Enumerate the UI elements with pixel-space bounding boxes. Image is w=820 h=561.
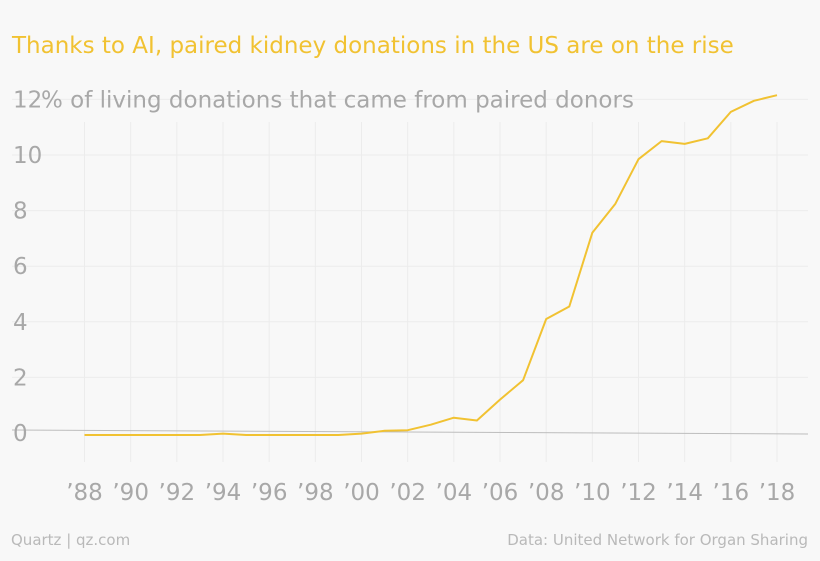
x-tick-label: ’08 bbox=[528, 480, 565, 506]
x-tick-label: ’06 bbox=[482, 480, 519, 506]
x-tick-label: ’18 bbox=[759, 480, 796, 506]
x-tick-label: ’92 bbox=[159, 480, 196, 506]
x-axis-ticks: ’88 ’90 ’92 ’94 ’96 ’98 ’00 ’02 ’04 ’06 ’08 ’10 ’12 ’… bbox=[66, 480, 795, 506]
credit-footer: Quartz | qz.com bbox=[11, 531, 131, 549]
x-tick-label: ’04 bbox=[436, 480, 473, 506]
x-tick-label: ’12 bbox=[620, 480, 657, 506]
source-footer: Data: United Network for Organ Sharing bbox=[507, 531, 808, 549]
chart-title: Thanks to AI, paired kidney donations in… bbox=[12, 33, 734, 59]
y-axis-ticks: 0 2 4 6 8 10 12% of living donations that came… bbox=[13, 87, 634, 447]
x-tick-label: ’14 bbox=[666, 480, 703, 506]
x-tick-label: ’96 bbox=[251, 480, 288, 506]
y-tick-label: 12 bbox=[13, 87, 42, 113]
x-tick-label: ’90 bbox=[112, 480, 149, 506]
y-tick-label: 8 bbox=[13, 199, 28, 225]
zero-baseline bbox=[11, 429, 809, 435]
x-tick-label: ’16 bbox=[713, 480, 750, 506]
y-tick-label: 0 bbox=[13, 421, 28, 447]
x-tick-label: ’00 bbox=[343, 480, 380, 506]
gridlines bbox=[12, 98, 808, 462]
x-tick-label: ’94 bbox=[205, 480, 242, 506]
x-tick-label: ’98 bbox=[297, 480, 334, 506]
y-tick-label: 4 bbox=[13, 310, 28, 336]
x-tick-label: ’02 bbox=[389, 480, 426, 506]
series-line bbox=[84, 94, 778, 436]
y-axis-title: % of living donations that came from pai… bbox=[41, 87, 634, 113]
y-tick-label: 6 bbox=[13, 254, 28, 280]
x-tick-label: ’88 bbox=[66, 480, 103, 506]
y-tick-label: 2 bbox=[13, 365, 28, 391]
x-tick-label: ’10 bbox=[574, 480, 611, 506]
y-tick-label: 10 bbox=[13, 143, 42, 169]
